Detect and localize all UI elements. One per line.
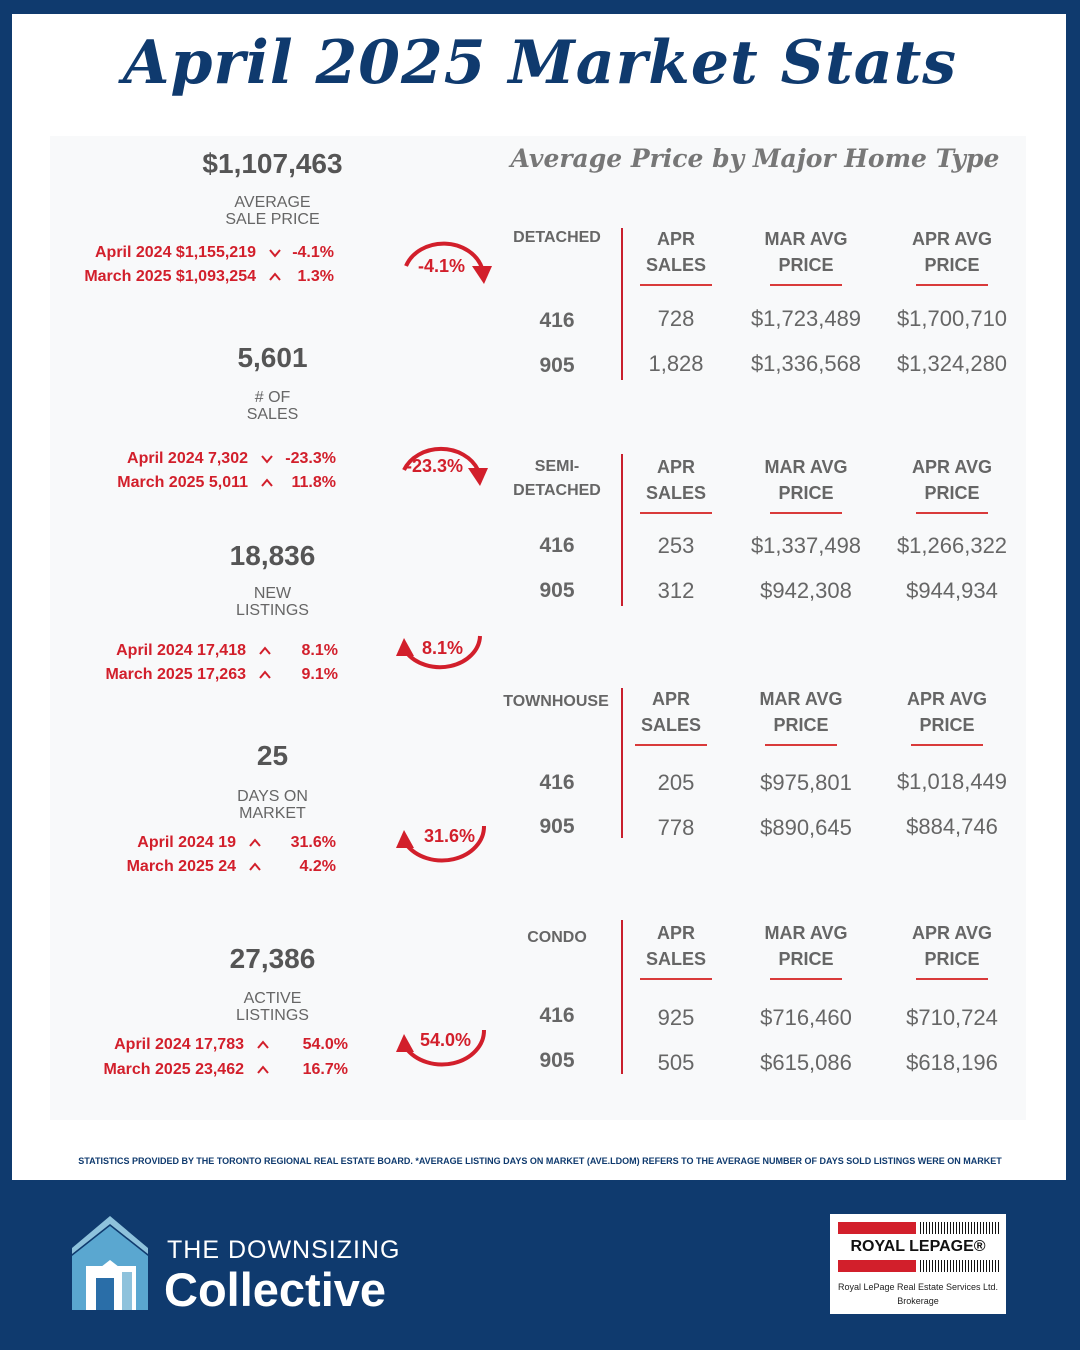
chevron-up-icon bbox=[258, 644, 272, 658]
chevron-up-icon bbox=[248, 836, 262, 850]
area-code: 416 bbox=[539, 771, 575, 794]
column-header: MAR AVG PRICE bbox=[731, 686, 871, 746]
table-cell: $944,934 bbox=[906, 578, 998, 603]
table-cell: $1,336,568 bbox=[750, 351, 862, 376]
brokerage-name: ROYAL LEPAGE® bbox=[850, 1238, 986, 1255]
divider bbox=[621, 688, 623, 838]
comparison-row: March 2025 $1,093,254 1.3% bbox=[84, 268, 334, 285]
trend-arrow-up-icon: 54.0% bbox=[396, 1026, 492, 1088]
stat-label: # OF SALES bbox=[246, 389, 299, 423]
divider bbox=[621, 454, 623, 606]
brokerage-subtitle: Royal LePage Real Estate Services Ltd. bbox=[837, 1282, 999, 1292]
brand-logo: THE DOWNSIZING Collective bbox=[70, 1214, 450, 1316]
trend-arrow-down-icon: -4.1% bbox=[398, 226, 494, 288]
comparison-row: March 2025 17,263 9.1% bbox=[105, 666, 338, 683]
area-code: 905 bbox=[539, 579, 575, 602]
divider bbox=[621, 920, 623, 1074]
chevron-up-icon bbox=[248, 860, 262, 874]
chevron-up-icon bbox=[256, 1063, 270, 1077]
table-cell: $975,801 bbox=[760, 770, 852, 795]
home-type-label: DETACHED bbox=[513, 229, 601, 246]
comparison-row: April 2024 $1,155,219 -4.1% bbox=[94, 244, 334, 261]
table-cell: $615,086 bbox=[760, 1050, 852, 1075]
column-header: MAR AVG PRICE bbox=[736, 920, 876, 980]
royal-lepage-logo: ROYAL LEPAGE® Royal LePage Real Estate S… bbox=[830, 1214, 1006, 1314]
home-type-label: TOWNHOUSE bbox=[503, 693, 609, 710]
stat-label: NEW LISTINGS bbox=[236, 585, 309, 619]
chevron-up-icon bbox=[268, 270, 282, 284]
brand-line-1: THE DOWNSIZING bbox=[167, 1236, 401, 1264]
section-subtitle: Average Price by Major Home Type bbox=[510, 144, 1000, 173]
table-cell: $942,308 bbox=[760, 578, 852, 603]
stat-label: AVERAGE SALE PRICE bbox=[225, 194, 320, 228]
table-cell: $710,724 bbox=[906, 1005, 998, 1030]
table-cell: $1,266,322 bbox=[896, 533, 1008, 558]
chevron-up-icon bbox=[256, 1038, 270, 1052]
table-cell: $1,337,498 bbox=[750, 533, 862, 558]
comparison-row: April 2024 7,302 -23.3% bbox=[127, 450, 336, 467]
chevron-up-icon bbox=[258, 668, 272, 682]
column-header: MAR AVG PRICE bbox=[736, 226, 876, 286]
stat-value: 27,386 bbox=[229, 943, 316, 974]
chevron-down-icon bbox=[268, 246, 282, 260]
comparison-row: April 2024 17,783 54.0% bbox=[114, 1036, 348, 1053]
table-cell: $1,018,449 bbox=[896, 769, 1008, 794]
stat-value: 25 bbox=[256, 740, 289, 771]
stat-value: 18,836 bbox=[229, 540, 316, 571]
area-code: 905 bbox=[539, 815, 575, 838]
area-code: 905 bbox=[539, 1049, 575, 1072]
stat-value: $1,107,463 bbox=[202, 148, 343, 179]
area-code: 905 bbox=[539, 354, 575, 377]
table-cell: $1,723,489 bbox=[750, 306, 862, 331]
table-cell: 505 bbox=[657, 1050, 695, 1075]
trend-arrow-down-icon: -23.3% bbox=[398, 430, 494, 492]
area-code: 416 bbox=[539, 534, 575, 557]
table-cell: $890,645 bbox=[760, 815, 852, 840]
table-cell: 728 bbox=[657, 306, 695, 331]
table-cell: 205 bbox=[657, 770, 695, 795]
comparison-row: April 2024 17,418 8.1% bbox=[116, 642, 338, 659]
table-cell: $618,196 bbox=[906, 1050, 998, 1075]
column-header: APR AVG PRICE bbox=[882, 226, 1022, 286]
table-cell: 253 bbox=[657, 533, 695, 558]
table-cell: 1,828 bbox=[648, 351, 704, 376]
divider bbox=[621, 228, 623, 380]
table-cell: $1,324,280 bbox=[896, 351, 1008, 376]
chevron-down-icon bbox=[260, 452, 274, 466]
comparison-row: March 2025 23,462 16.7% bbox=[103, 1061, 348, 1078]
stat-label: ACTIVE LISTINGS bbox=[236, 990, 309, 1024]
brand-line-2: Collective bbox=[164, 1263, 387, 1316]
column-header: APR AVG PRICE bbox=[882, 454, 1022, 514]
stat-label: DAYS ON MARKET bbox=[237, 788, 308, 822]
footnote: STATISTICS PROVIDED BY THE TORONTO REGIO… bbox=[78, 1156, 1002, 1166]
area-code: 416 bbox=[539, 1004, 575, 1027]
comparison-row: April 2024 19 31.6% bbox=[137, 834, 336, 851]
trend-arrow-up-icon: 31.6% bbox=[396, 822, 492, 884]
home-type-label: SEMI- DETACHED bbox=[513, 458, 601, 499]
column-header: APR SALES bbox=[606, 920, 746, 980]
table-cell: $1,700,710 bbox=[896, 306, 1008, 331]
table-cell: 312 bbox=[657, 578, 695, 603]
brokerage-type: Brokerage bbox=[897, 1296, 939, 1306]
table-cell: 778 bbox=[657, 815, 695, 840]
house-logo-icon bbox=[72, 1216, 148, 1310]
column-header: APR AVG PRICE bbox=[877, 686, 1017, 746]
home-type-label: CONDO bbox=[527, 929, 587, 946]
comparison-row: March 2025 5,011 11.8% bbox=[117, 474, 336, 491]
stat-value: 5,601 bbox=[237, 342, 308, 373]
trend-arrow-up-icon: 8.1% bbox=[396, 632, 492, 694]
table-cell: $884,746 bbox=[906, 814, 998, 839]
area-code: 416 bbox=[539, 309, 575, 332]
chevron-up-icon bbox=[260, 476, 274, 490]
column-header: APR SALES bbox=[606, 454, 746, 514]
column-header: APR SALES bbox=[601, 686, 741, 746]
comparison-row: March 2025 24 4.2% bbox=[126, 858, 336, 875]
page-title: April 2025 Market Stats bbox=[122, 28, 958, 98]
table-cell: $716,460 bbox=[760, 1005, 852, 1030]
column-header: APR SALES bbox=[606, 226, 746, 286]
column-header: MAR AVG PRICE bbox=[736, 454, 876, 514]
stats-panel bbox=[50, 136, 1026, 1120]
table-cell: 925 bbox=[657, 1005, 695, 1030]
column-header: APR AVG PRICE bbox=[882, 920, 1022, 980]
